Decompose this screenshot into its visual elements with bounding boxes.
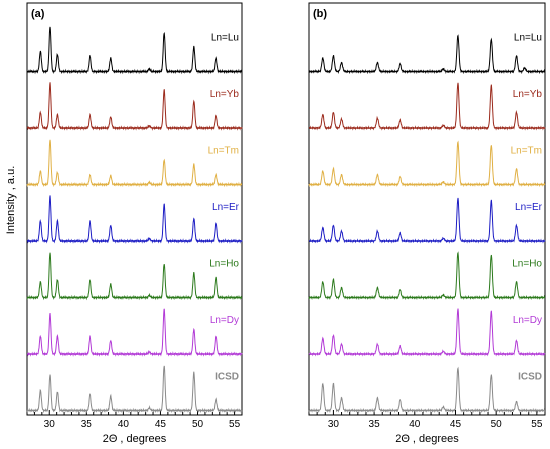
panel-label: (b)	[313, 8, 327, 20]
series-line	[308, 34, 546, 75]
series-line	[26, 82, 243, 131]
x-axis-label: 2Θ , degrees	[103, 433, 167, 445]
series-label: Ln=Dy	[513, 315, 542, 326]
x-tick-label: 40	[409, 419, 421, 430]
panel-b: (b) 30 35 40 45 50 55 2Θ , degrees Ln=Lu Ln=Yb Ln=…	[308, 2, 546, 445]
series-line	[26, 365, 243, 414]
x-tick-label: 30	[328, 419, 340, 430]
series-label: Ln=Dy	[210, 315, 239, 326]
series-line	[308, 366, 546, 414]
series-line	[26, 195, 243, 244]
x-tick-label: 35	[369, 419, 381, 430]
x-tick-label: 50	[491, 419, 503, 430]
series-label: Ln=Lu	[211, 32, 239, 43]
x-tick-label: 50	[192, 419, 204, 430]
x-axis-label: 2Θ , degrees	[395, 433, 459, 445]
series-line	[309, 82, 546, 131]
x-tick-label: 55	[229, 419, 241, 430]
series-label: Ln=Yb	[513, 89, 543, 100]
series-line	[26, 308, 243, 357]
plot-frame	[26, 2, 243, 416]
y-axis-label: Intensity , a.u.	[5, 166, 17, 234]
x-tick-label: 40	[118, 419, 130, 430]
series-line	[308, 251, 546, 301]
series-label: Ln=Tm	[208, 145, 239, 156]
series-line	[308, 308, 546, 357]
series-line	[308, 197, 546, 244]
x-tick-label: 55	[531, 419, 543, 430]
series-label: ICSD	[518, 371, 542, 382]
panel-label: (a)	[31, 8, 45, 20]
series-label: Ln=Ho	[209, 258, 239, 269]
x-tick-label: 35	[81, 419, 93, 430]
series-label: Ln=Er	[212, 202, 240, 213]
panel-a: (a) 30 35 40 45 50 55 2Θ , degrees Ln=Lu Ln=Yb Ln=…	[26, 2, 243, 445]
series-label: Ln=Tm	[511, 145, 542, 156]
series-label: Ln=Ho	[512, 258, 542, 269]
series-line	[26, 26, 243, 75]
series-label: Ln=Er	[515, 202, 543, 213]
series-label: ICSD	[215, 371, 239, 382]
series-label: Ln=Lu	[514, 32, 542, 43]
series-line	[26, 139, 243, 188]
x-tick-label: 30	[44, 419, 56, 430]
plot-frame	[308, 2, 546, 416]
series-label: Ln=Yb	[210, 89, 240, 100]
x-tick-label: 45	[450, 419, 462, 430]
series-line	[308, 140, 546, 188]
x-tick-label: 45	[155, 419, 167, 430]
series-line	[26, 252, 243, 301]
